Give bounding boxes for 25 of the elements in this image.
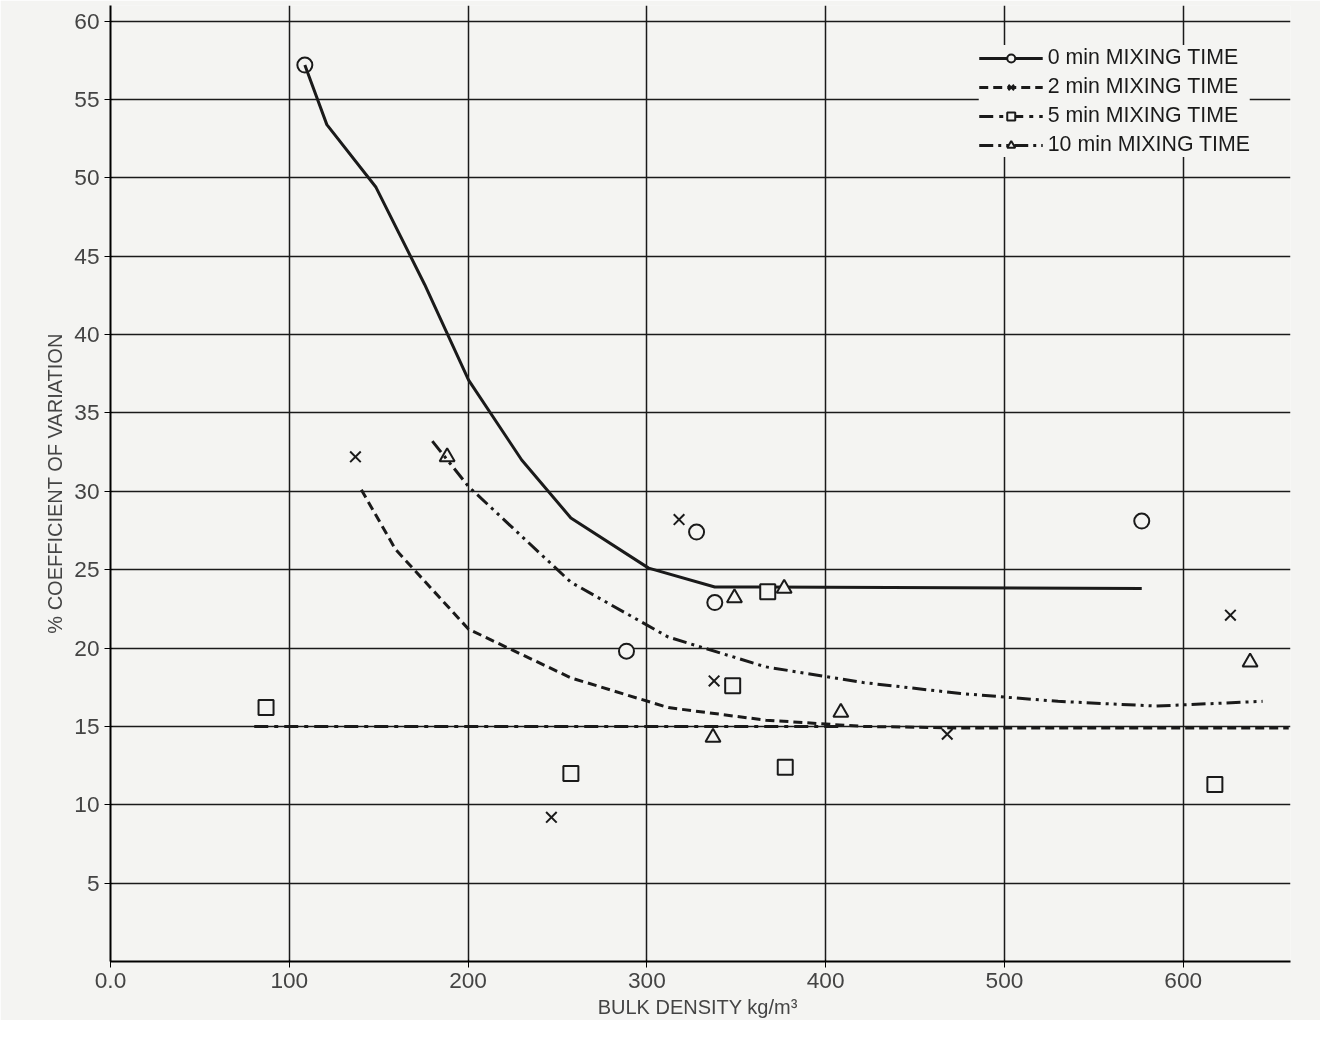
y-tick-label: 40 [74, 321, 100, 348]
y-tick-label: 25 [74, 556, 100, 583]
x-tick-label: 200 [449, 966, 487, 993]
y-tick-label: 45 [74, 242, 100, 269]
x-tick-label: 0.0 [94, 966, 127, 993]
y-tick-label: 50 [74, 164, 100, 191]
y-tick-label: 35 [74, 399, 100, 426]
legend-label: 10 min MIXING TIME [1047, 132, 1250, 157]
y-tick-label: 20 [74, 634, 100, 661]
legend-label: 0 min MIXING TIME [1047, 45, 1239, 70]
x-tick-label: 400 [806, 966, 845, 993]
y-axis-title: % COEFFICIENT OF VARIATION [44, 333, 67, 634]
y-tick-label: 15 [74, 712, 100, 739]
y-tick-label: 5 [86, 869, 100, 896]
x-tick-label: 300 [627, 966, 666, 993]
x-axis-title: BULK DENSITY kg/m³ [597, 995, 798, 1018]
x-tick-label: 100 [270, 966, 309, 993]
y-tick-label: 55 [74, 86, 100, 113]
x-tick-label: 600 [1164, 966, 1203, 993]
x-tick-label: 500 [985, 966, 1024, 993]
legend-label: 2 min MIXING TIME [1047, 74, 1239, 99]
legend-label: 5 min MIXING TIME [1047, 103, 1239, 128]
y-tick-label: 30 [74, 477, 100, 504]
y-tick-label: 10 [74, 791, 100, 818]
y-tick-label: 60 [74, 7, 100, 34]
